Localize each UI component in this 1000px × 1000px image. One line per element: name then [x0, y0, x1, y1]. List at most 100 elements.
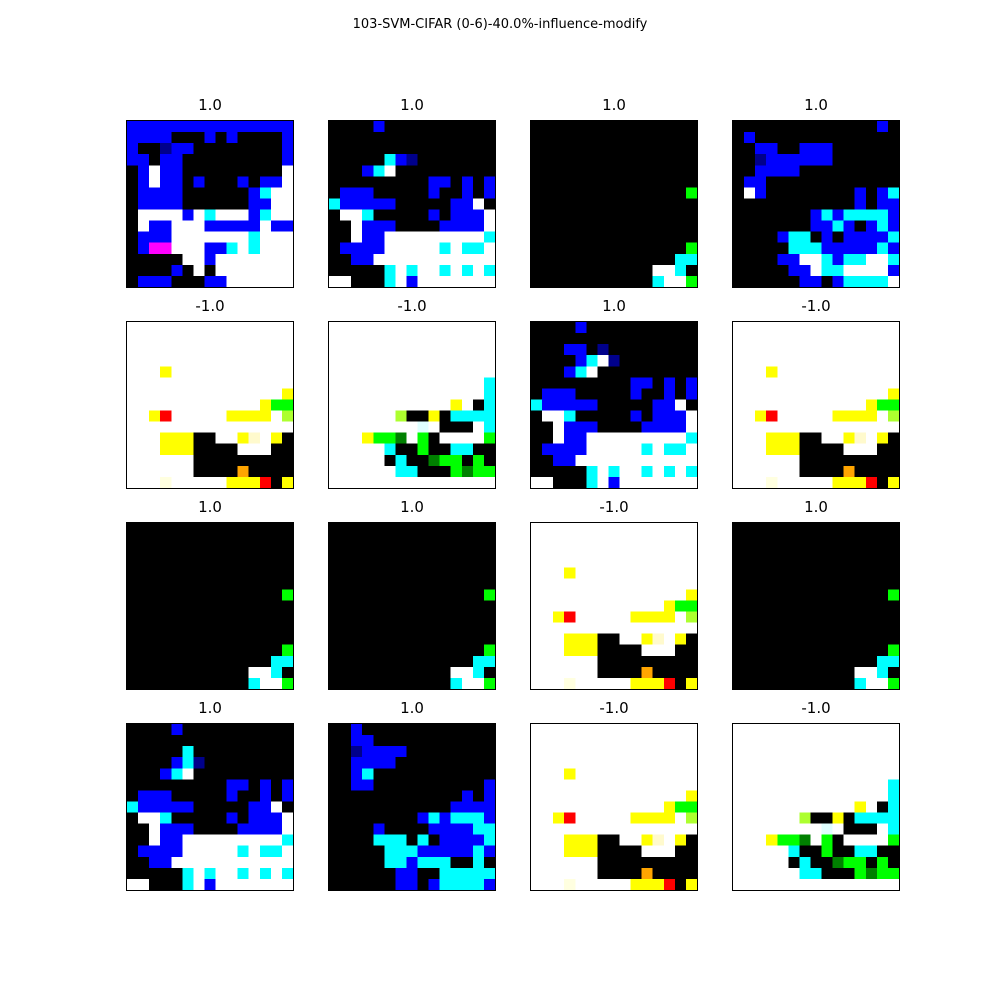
heatmap-cell: [395, 790, 407, 802]
heatmap-cell: [799, 264, 811, 277]
heatmap-cell: [428, 176, 440, 188]
heatmap-cell: [832, 132, 844, 144]
heatmap-cell: [531, 154, 543, 166]
heatmap-cell: [160, 209, 172, 221]
heatmap-cell: [575, 622, 587, 634]
heatmap-cell: [832, 724, 844, 736]
heatmap-cell: [395, 143, 407, 155]
heatmap-cell: [171, 355, 183, 367]
heatmap-cell: [832, 578, 844, 590]
heatmap-cell: [351, 856, 363, 869]
heatmap-cell: [351, 322, 363, 334]
heatmap-cell: [406, 768, 418, 780]
heatmap-cell: [384, 421, 396, 433]
heatmap-cell: [832, 801, 844, 813]
heatmap-cell: [887, 143, 899, 155]
heatmap-cell: [237, 834, 249, 846]
heatmap-cell: [788, 410, 800, 422]
heatmap-cell: [439, 253, 451, 266]
heatmap-cell: [564, 454, 576, 467]
heatmap-cell: [171, 264, 183, 277]
heatmap-cell: [384, 523, 396, 535]
heatmap-cell: [281, 443, 293, 456]
heatmap-cell: [641, 388, 653, 400]
heatmap-cell: [619, 867, 631, 880]
heatmap-cell: [270, 366, 283, 378]
heatmap-cell: [384, 143, 396, 155]
heatmap-cell: [226, 187, 238, 199]
heatmap-cell: [373, 176, 385, 188]
heatmap-cell: [149, 143, 161, 155]
heatmap-cell: [384, 242, 396, 255]
heatmap-cell: [531, 611, 543, 623]
heatmap-cell: [281, 545, 293, 557]
heatmap-cell: [384, 176, 396, 188]
heatmap-cell: [674, 187, 687, 199]
heatmap-cell: [777, 275, 789, 287]
heatmap-cell: [204, 757, 216, 769]
heatmap-cell: [832, 421, 844, 433]
heatmap-cell: [472, 768, 485, 780]
heatmap-cell: [149, 198, 161, 210]
heatmap-cell: [865, 545, 878, 557]
heatmap-cell: [832, 545, 844, 557]
heatmap-cell: [685, 812, 697, 824]
heatmap-cell: [472, 220, 485, 232]
heatmap-cell: [575, 644, 587, 657]
heatmap-cell: [193, 589, 205, 601]
heatmap-cell: [149, 187, 161, 199]
heatmap-cell: [351, 622, 363, 634]
heatmap-cell: [788, 253, 800, 266]
heatmap-cell: [766, 366, 778, 378]
heatmap-cell: [685, 834, 697, 846]
heatmap-cell: [733, 344, 745, 356]
heatmap-cell: [619, 746, 631, 758]
heatmap-cell: [406, 556, 418, 568]
heatmap-cell: [832, 534, 844, 546]
heatmap-cell: [733, 198, 745, 210]
heatmap-cell: [193, 187, 205, 199]
heatmap-cell: [641, 834, 653, 846]
heatmap-cell: [564, 801, 576, 813]
heatmap-cell: [373, 768, 385, 780]
heatmap-cell: [248, 878, 261, 890]
heatmap-cell: [799, 600, 811, 612]
heatmap-cell: [810, 856, 822, 869]
heatmap-cell: [619, 589, 631, 601]
heatmap-cell: [876, 366, 889, 378]
heatmap-cell: [744, 264, 756, 277]
heatmap-cell: [564, 143, 576, 155]
heatmap-cell: [685, 198, 697, 210]
heatmap-cell: [597, 600, 609, 612]
heatmap-cell: [127, 600, 139, 612]
heatmap-cell: [608, 878, 620, 890]
heatmap-cell: [483, 801, 495, 813]
heatmap-cell: [193, 355, 205, 367]
heatmap-cell: [788, 746, 800, 758]
heatmap-cell: [215, 275, 227, 287]
heatmap-cell: [450, 454, 463, 467]
heatmap-cell: [553, 264, 565, 277]
heatmap-cell: [204, 633, 216, 645]
heatmap-cell: [674, 322, 687, 334]
heatmap-cell: [865, 523, 878, 535]
heatmap-cell: [149, 867, 161, 880]
heatmap-cell: [542, 878, 554, 890]
heatmap-cell: [329, 187, 341, 199]
heatmap-cell: [553, 198, 565, 210]
heatmap-cell: [810, 677, 822, 689]
heatmap-cell: [281, 801, 293, 813]
heatmap-cell: [182, 355, 194, 367]
heatmap-cell: [733, 768, 745, 780]
heatmap-cell: [204, 476, 216, 488]
heatmap-cell: [564, 465, 576, 478]
heatmap-cell: [663, 757, 676, 769]
heatmap-cell: [406, 644, 418, 657]
heatmap-cell: [395, 231, 407, 243]
heatmap-cell: [450, 567, 463, 579]
heatmap-cell: [843, 476, 855, 488]
heatmap-cell: [362, 421, 374, 433]
heatmap-cell: [450, 666, 463, 679]
heatmap-cell: [766, 655, 778, 668]
heatmap-cell: [329, 666, 341, 679]
